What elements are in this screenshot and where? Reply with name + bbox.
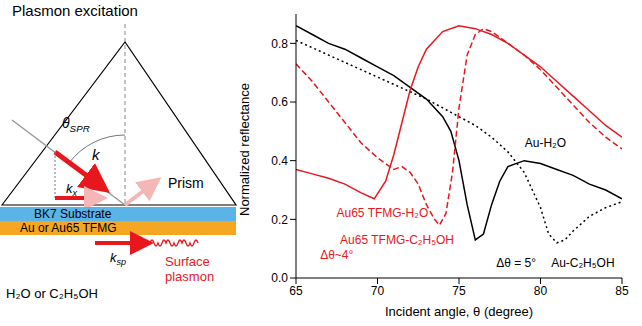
svg-text:65: 65 xyxy=(289,284,303,298)
svg-text:Au-H₂O: Au-H₂O xyxy=(525,136,566,150)
svg-text:Au-C₂H₅OH: Au-C₂H₅OH xyxy=(551,256,615,270)
svg-text:0.0: 0.0 xyxy=(271,271,288,285)
svg-text:70: 70 xyxy=(371,284,385,298)
svg-text:Δθ = 5°: Δθ = 5° xyxy=(496,256,536,270)
svg-text:Plasmon excitation: Plasmon excitation xyxy=(12,2,138,19)
svg-text:Au or Au65 TFMG: Au or Au65 TFMG xyxy=(20,221,117,235)
svg-text:75: 75 xyxy=(452,284,466,298)
svg-text:Normalized reflectance: Normalized reflectance xyxy=(238,83,252,216)
svg-text:Au65 TFMG-H₂O: Au65 TFMG-H₂O xyxy=(336,206,428,220)
svg-text:Incident angle, θ (degree): Incident angle, θ (degree) xyxy=(385,304,533,319)
svg-text:Prism: Prism xyxy=(168,175,204,191)
svg-text:0.6: 0.6 xyxy=(271,95,288,109)
svg-text:Surfaceplasmon: Surfaceplasmon xyxy=(165,254,214,284)
svg-text:θSPR: θSPR xyxy=(62,115,90,134)
svg-text:k: k xyxy=(92,146,101,163)
svg-text:85: 85 xyxy=(615,284,629,298)
svg-text:Δθ~4°: Δθ~4° xyxy=(320,248,353,262)
svg-text:BK7 Substrate: BK7 Substrate xyxy=(34,207,112,221)
svg-text:0.8: 0.8 xyxy=(271,37,288,51)
svg-text:0.2: 0.2 xyxy=(271,213,288,227)
svg-text:ksp: ksp xyxy=(110,250,126,267)
svg-text:0.4: 0.4 xyxy=(271,154,288,168)
svg-text:kx: kx xyxy=(66,181,78,198)
svg-text:H₂O or C₂H₅OH: H₂O or C₂H₅OH xyxy=(6,286,98,301)
svg-text:80: 80 xyxy=(534,284,548,298)
svg-text:Au65 TFMG-C₂H₅OH: Au65 TFMG-C₂H₅OH xyxy=(340,233,454,247)
